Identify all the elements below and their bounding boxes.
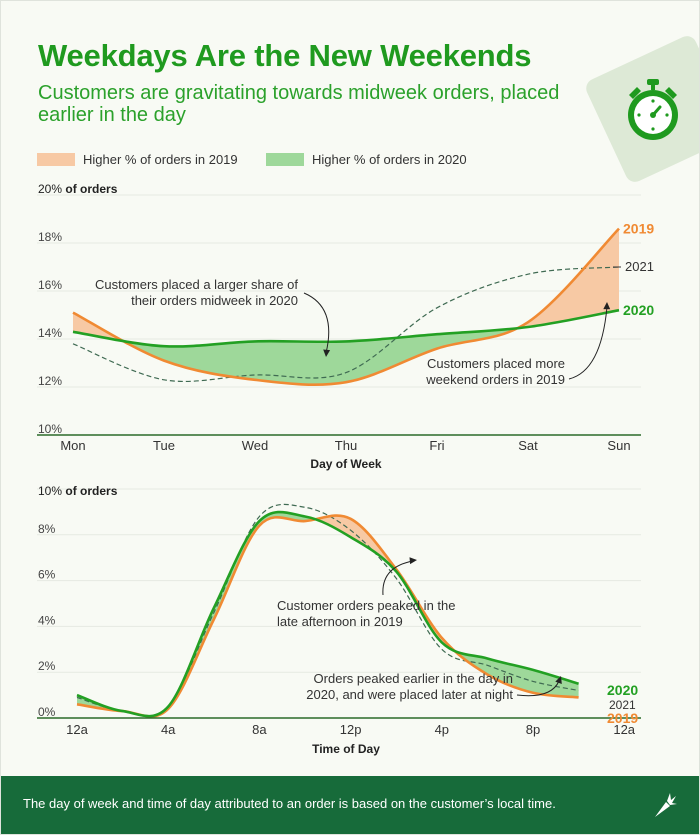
series-label-2021: 2021: [625, 259, 654, 274]
line-2020: [76, 510, 579, 718]
x-tick-label: 12p: [340, 722, 362, 737]
line-2020: [72, 308, 620, 348]
annotation-night-line1: Orders peaked earlier in the day in: [314, 671, 513, 686]
x-tick-label: Sun: [607, 438, 630, 453]
carrot-icon: [655, 793, 677, 817]
series-label-2019: 2019: [607, 710, 638, 726]
y-axis-top-label: 10% of orders: [38, 484, 118, 498]
y-tick-label: 4%: [38, 613, 56, 627]
y-tick-label: 12%: [38, 374, 62, 388]
annotation-night-arrowhead: [555, 676, 562, 684]
legend-swatch-2019: [37, 152, 75, 166]
legend-item-2020: Higher % of orders in 2020: [266, 151, 467, 167]
plot-area: 0% 2% 4% 6% 8% 10% of orders 12a 4a 8a 12p 4p 8p 12a…: [37, 484, 641, 756]
footer: The day of week and time of day attribut…: [1, 776, 699, 834]
footer-note: The day of week and time of day attribut…: [23, 796, 556, 811]
annotation-afternoon-line1: Customer orders peaked in the: [277, 598, 455, 613]
legend-label-2020: Higher % of orders in 2020: [312, 151, 467, 167]
x-tick-label: Fri: [429, 438, 444, 453]
y-axis-top-label: 20% of orders: [38, 182, 118, 196]
x-tick-label: 8p: [526, 722, 540, 737]
plot-area: 10% 12% 14% 16% 18% 20% of orders Mon Tue Wed Thu…: [37, 182, 654, 471]
legend-swatch-2020: [266, 152, 304, 166]
x-tick-label: 12a: [613, 722, 635, 737]
legend-label-2019: Higher % of orders in 2019: [83, 151, 238, 167]
annotation-midweek-line2: their orders midweek in 2020: [131, 293, 298, 308]
y-tick-label: 16%: [38, 278, 62, 292]
x-tick-label: Tue: [153, 438, 175, 453]
annotation-midweek-arrowhead: [323, 349, 331, 357]
series-label-2020: 2020: [623, 302, 654, 318]
line-2021: [72, 266, 620, 383]
y-tick-label: 10%: [38, 422, 62, 436]
legend-item-2019: Higher % of orders in 2019: [37, 151, 238, 167]
y-tick-label: 8%: [38, 522, 56, 536]
x-tick-label: Sat: [518, 438, 538, 453]
annotation-weekend-arrowhead: [603, 302, 611, 310]
fill-2020-higher: [453, 649, 579, 698]
time-of-day-chart: 0% 2% 4% 6% 8% 10% of orders 12a 4a 8a 12p 4p 8p 12a…: [37, 484, 641, 756]
y-tick-label: 0%: [38, 705, 56, 719]
series-label-2019: 2019: [623, 221, 654, 237]
fill-2019-higher: [516, 228, 619, 329]
x-axis-title: Time of Day: [312, 742, 380, 756]
annotation-afternoon-arrow: [382, 560, 414, 596]
x-axis-title: Day of Week: [310, 457, 381, 471]
x-tick-label: Thu: [335, 438, 357, 453]
page-subtitle: Customers are gravitating towards midwee…: [38, 82, 560, 126]
annotation-weekend-line2: weekend orders in 2019: [425, 372, 565, 387]
fill-2020-higher: [119, 325, 523, 385]
stopwatch-icon: [628, 79, 678, 140]
x-tick-label: 8a: [252, 722, 267, 737]
annotation-midweek-line1: Customers placed a larger share of: [95, 277, 298, 292]
y-tick-label: 6%: [38, 568, 56, 582]
day-of-week-chart: 10% 12% 14% 16% 18% 20% of orders Mon Tue Wed Thu…: [37, 182, 654, 471]
x-tick-label: 4p: [435, 722, 449, 737]
annotation-night-line2: 2020, and were placed later at night: [306, 687, 513, 702]
y-tick-label: 2%: [38, 659, 56, 673]
x-tick-label: Mon: [60, 438, 85, 453]
line-2019: [72, 227, 620, 386]
series-label-2020: 2020: [607, 682, 638, 698]
annotation-weekend-line1: Customers placed more: [427, 356, 565, 371]
annotation-afternoon-line2: late afternoon in 2019: [277, 614, 403, 629]
x-tick-label: 12a: [66, 722, 88, 737]
line-2019: [76, 514, 579, 718]
y-tick-label: 14%: [38, 326, 62, 340]
y-tick-label: 18%: [38, 230, 62, 244]
x-tick-label: Wed: [242, 438, 269, 453]
page-title: Weekdays Are the New Weekends: [38, 38, 532, 73]
x-tick-label: 4a: [161, 722, 176, 737]
annotation-afternoon-arrowhead: [409, 557, 417, 565]
annotation-midweek-arrow: [303, 292, 330, 354]
series-label-2021: 2021: [609, 698, 636, 712]
annotation-night-arrow: [516, 680, 560, 697]
annotation-weekend-arrow: [568, 306, 608, 380]
